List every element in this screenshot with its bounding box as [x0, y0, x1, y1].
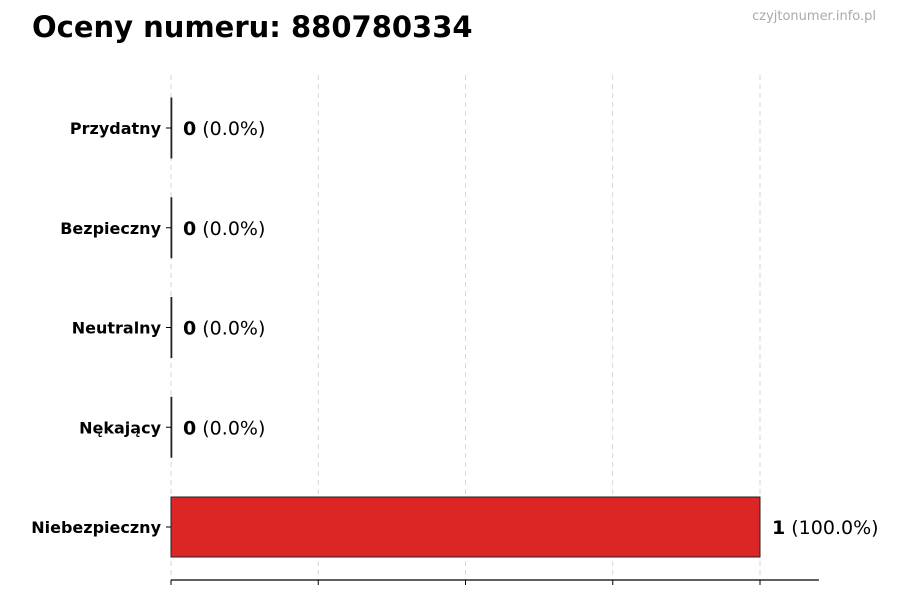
y-tick-label: Bezpieczny	[60, 219, 161, 238]
bar-niebezpieczny	[170, 496, 761, 558]
data-label-count: 1	[772, 517, 785, 539]
data-label-percent: (0.0%)	[196, 417, 265, 439]
data-label-count: 0	[183, 417, 196, 439]
y-tick-label: Niebezpieczny	[31, 518, 161, 537]
data-label-percent: (0.0%)	[196, 218, 265, 240]
data-label: 0 (0.0%)	[183, 318, 265, 340]
data-label-percent: (0.0%)	[196, 318, 265, 340]
y-tick-label: Nękający	[79, 418, 161, 437]
watermark: czyjtonumer.info.pl	[752, 9, 876, 24]
bar-przydatny	[170, 97, 173, 159]
chart-title: Oceny numeru: 880780334	[32, 10, 473, 44]
data-label-percent: (100.0%)	[785, 517, 878, 539]
y-tick-label: Przydatny	[70, 119, 162, 138]
data-label-count: 0	[183, 318, 196, 340]
bar-bezpieczny	[170, 197, 173, 259]
data-label: 0 (0.0%)	[183, 417, 265, 439]
data-label: 0 (0.0%)	[183, 218, 265, 240]
data-label: 1 (100.0%)	[772, 517, 879, 539]
data-label-count: 0	[183, 118, 196, 140]
bar-nękający	[170, 396, 173, 458]
data-label-percent: (0.0%)	[196, 118, 265, 140]
y-tick-label: Neutralny	[72, 319, 162, 338]
data-label: 0 (0.0%)	[183, 118, 265, 140]
data-label-count: 0	[183, 218, 196, 240]
bar-neutralny	[170, 297, 173, 358]
